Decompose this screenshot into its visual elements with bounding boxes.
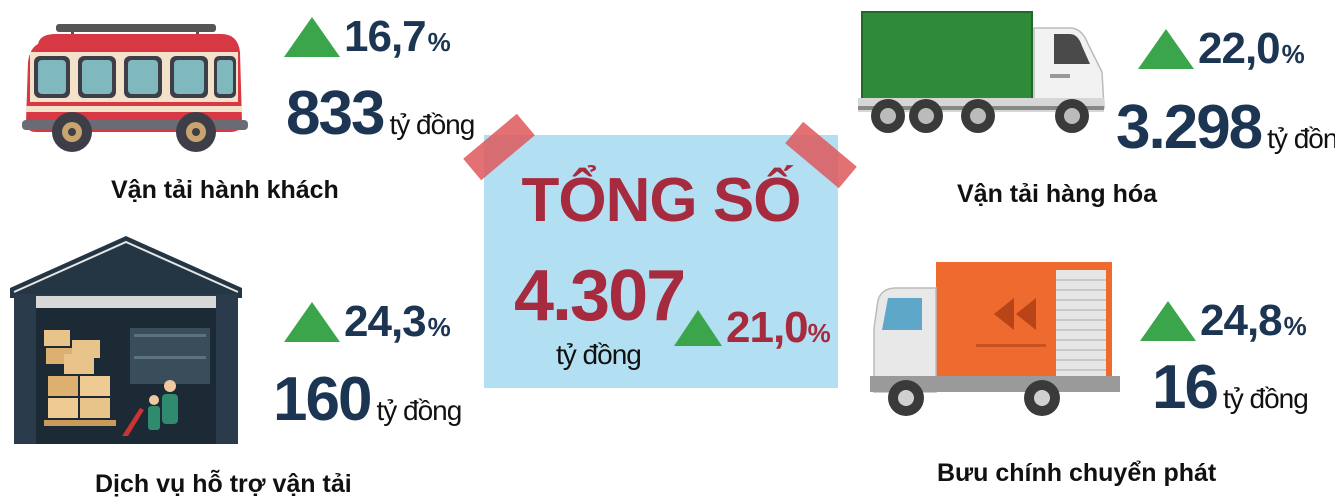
postal-label: Bưu chính chuyển phát bbox=[937, 459, 1217, 487]
postal-revenue: 16 tỷ đồng bbox=[1152, 352, 1309, 423]
percent-sign: % bbox=[1283, 310, 1307, 341]
total-growth: 21,0 % bbox=[674, 303, 831, 353]
support-growth-value: 24,3 bbox=[344, 297, 427, 346]
up-arrow-icon bbox=[284, 302, 340, 342]
up-arrow-icon bbox=[674, 310, 722, 346]
passenger-growth: 16,7 % bbox=[284, 12, 451, 62]
passenger-revenue-unit: tỷ đồng bbox=[389, 109, 475, 140]
percent-sign: % bbox=[807, 317, 831, 348]
percent-sign: % bbox=[1281, 38, 1305, 69]
total-growth-value: 21,0 bbox=[726, 303, 809, 352]
up-arrow-icon bbox=[284, 17, 340, 57]
postal-revenue-unit: tỷ đồng bbox=[1222, 383, 1309, 414]
support-revenue-value: 160 bbox=[273, 365, 372, 434]
bus-icon bbox=[22, 24, 248, 152]
postal-growth: 24,8 % bbox=[1140, 296, 1307, 346]
support-label: Dịch vụ hỗ trợ vận tải bbox=[95, 470, 352, 498]
total-value: 4.307 bbox=[514, 256, 686, 336]
passenger-label: Vận tải hành khách bbox=[111, 176, 339, 204]
support-revenue: 160 tỷ đồng bbox=[273, 364, 462, 435]
freight-revenue: 3.298 tỷ đồng bbox=[1116, 92, 1335, 163]
total-unit: tỷ đồng bbox=[556, 339, 642, 370]
support-revenue-unit: tỷ đồng bbox=[376, 395, 462, 426]
up-arrow-icon bbox=[1140, 301, 1196, 341]
truck-icon bbox=[858, 11, 1105, 133]
total-title: TỔNG SỐ bbox=[521, 166, 802, 235]
freight-label: Vận tải hàng hóa bbox=[957, 180, 1158, 208]
freight-growth-value: 22,0 bbox=[1198, 24, 1281, 73]
total-panel: TỔNG SỐ 4.307 tỷ đồng 21,0 % bbox=[463, 113, 857, 388]
up-arrow-icon bbox=[1138, 29, 1194, 69]
delivery-van-icon bbox=[870, 262, 1120, 416]
passenger-growth-value: 16,7 bbox=[344, 12, 427, 61]
passenger-revenue: 833 tỷ đồng bbox=[286, 78, 475, 149]
postal-growth-value: 24,8 bbox=[1200, 296, 1283, 345]
percent-sign: % bbox=[427, 26, 451, 57]
warehouse-icon bbox=[10, 236, 242, 444]
freight-revenue-unit: tỷ đồng bbox=[1267, 123, 1335, 154]
percent-sign: % bbox=[427, 311, 451, 342]
passenger-revenue-value: 833 bbox=[286, 79, 385, 148]
support-growth: 24,3 % bbox=[284, 297, 451, 347]
postal-revenue-value: 16 bbox=[1152, 353, 1219, 422]
freight-revenue-value: 3.298 bbox=[1116, 93, 1263, 162]
freight-growth: 22,0 % bbox=[1138, 24, 1305, 74]
